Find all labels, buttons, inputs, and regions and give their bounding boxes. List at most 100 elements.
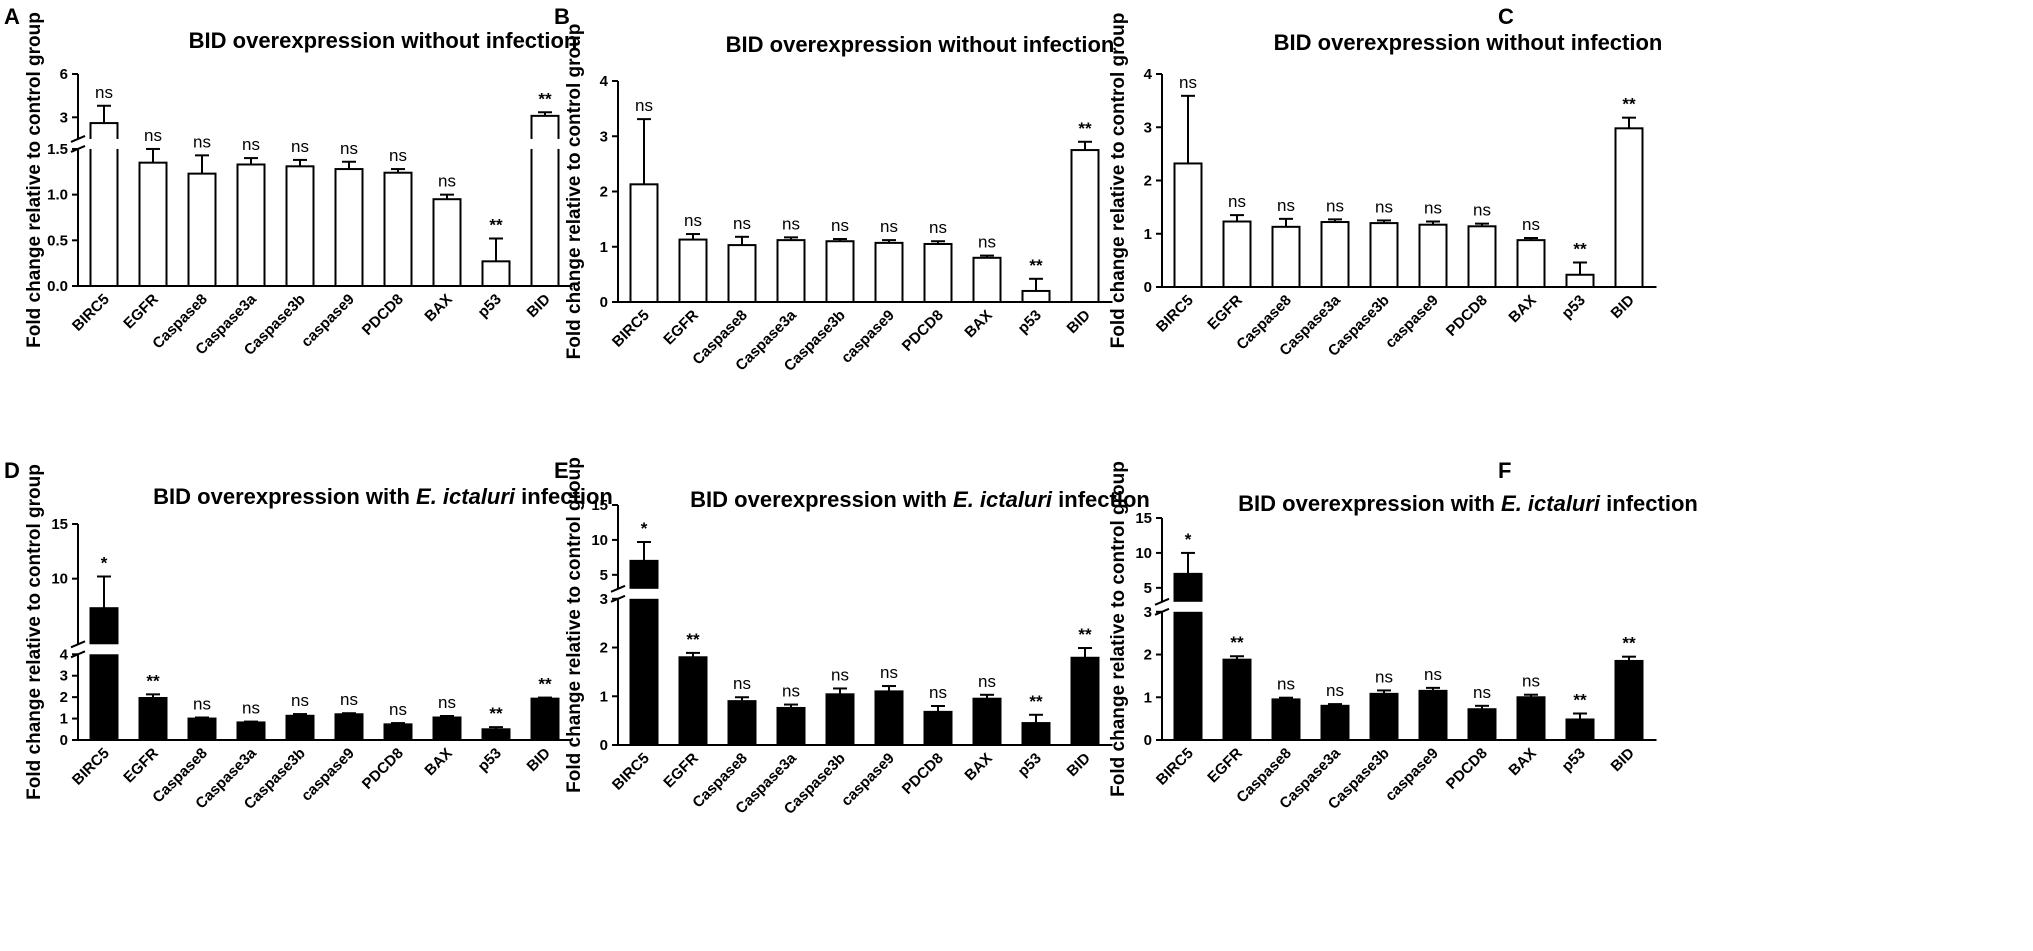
bar-pdcd8	[1467, 708, 1497, 741]
bar-caspase3a	[236, 721, 266, 742]
significance-label: *	[101, 553, 108, 572]
significance-label: ns	[1375, 667, 1393, 686]
x-tick-label: BID	[1608, 292, 1638, 322]
x-tick-label: EGFR	[1204, 292, 1246, 334]
bar-bax	[432, 198, 462, 287]
chart-panel-b: B BID overexpression without infection Fol…	[554, 4, 1114, 375]
significance-label: **	[489, 215, 503, 234]
y-tick-label: 0	[600, 294, 608, 311]
x-tick-label: BID	[1064, 750, 1094, 780]
bar-birc5	[1173, 162, 1203, 289]
bar-bid	[1614, 659, 1644, 742]
bar-bax	[1516, 696, 1546, 741]
significance-label: ns	[193, 694, 211, 713]
x-tick-label: p53	[475, 291, 505, 321]
bar-p53	[1565, 718, 1595, 741]
significance-label: ns	[1473, 201, 1491, 220]
significance-label: ns	[929, 683, 947, 702]
bar-caspase3b	[825, 693, 855, 746]
significance-label: ns	[1326, 196, 1344, 215]
bar-caspase3a	[1320, 221, 1350, 288]
y-tick-label: 5	[600, 567, 608, 584]
significance-label: ns	[95, 83, 113, 102]
bar-birc5	[1173, 572, 1203, 741]
significance-label: ns	[1424, 665, 1442, 684]
y-tick-label: 15	[51, 516, 68, 533]
bar-caspase3a	[1320, 704, 1350, 742]
significance-label: ns	[635, 96, 653, 115]
bar-bax	[432, 716, 462, 741]
bar-bax	[972, 256, 1002, 303]
significance-label: ns	[242, 135, 260, 154]
y-axis-label: Fold change relative to control group	[564, 457, 585, 793]
bar-break-gap	[628, 588, 660, 599]
significance-label: ns	[880, 217, 898, 236]
significance-label: **	[1622, 634, 1636, 653]
significance-label: **	[686, 630, 700, 649]
significance-label: ns	[782, 214, 800, 233]
significance-label: **	[538, 89, 552, 108]
bar-p53	[481, 260, 511, 287]
significance-label: ns	[733, 674, 751, 693]
bar-caspase3b	[1369, 222, 1399, 289]
y-tick-label: 3	[600, 128, 608, 145]
significance-label: *	[641, 519, 648, 538]
y-tick-label: 1	[1144, 689, 1152, 706]
significance-label: ns	[831, 665, 849, 684]
bar-caspase9	[334, 168, 364, 288]
bar-egfr	[678, 238, 708, 304]
y-tick-label: 15	[1135, 510, 1152, 527]
y-tick-label: 10	[51, 571, 68, 588]
significance-label: **	[1573, 240, 1587, 259]
x-tick-label: PDCD8	[1443, 292, 1491, 340]
bar-pdcd8	[923, 242, 953, 304]
x-tick-label: p53	[1559, 292, 1589, 322]
chart-title: BID overexpression with E. ictaluri infe…	[690, 487, 1150, 512]
significance-label: **	[538, 675, 552, 694]
significance-label: **	[1029, 256, 1043, 275]
bar-pdcd8	[383, 723, 413, 741]
bar-bid	[1614, 127, 1644, 288]
significance-label: ns	[1326, 681, 1344, 700]
chart-title: BID overexpression without infection	[189, 28, 578, 53]
bar-birc5	[629, 559, 659, 746]
bar-caspase3b	[285, 714, 315, 742]
significance-label: ns	[733, 214, 751, 233]
x-tick-label: p53	[1559, 745, 1589, 775]
y-tick-label: 0	[1144, 279, 1152, 296]
bar-break-gap	[88, 644, 120, 655]
x-tick-label: BIRC5	[69, 745, 113, 789]
bar-caspase8	[1271, 698, 1301, 741]
x-tick-label: BIRC5	[69, 291, 113, 335]
x-tick-label: PDCD8	[899, 750, 947, 798]
significance-label: **	[1622, 95, 1636, 114]
axis-break-mark	[1154, 597, 1170, 606]
y-tick-label: 3	[60, 668, 68, 685]
chart-title: BID overexpression without infection	[1274, 30, 1663, 55]
y-tick-label: 4	[1144, 66, 1153, 83]
bar-caspase8	[1271, 225, 1301, 288]
significance-label: ns	[1473, 683, 1491, 702]
bar-egfr	[1222, 220, 1252, 288]
bar-caspase3a	[776, 239, 806, 303]
y-tick-label: 1.0	[47, 187, 68, 204]
bar-caspase9	[1418, 689, 1448, 742]
panel-letter: A	[4, 4, 20, 29]
x-tick-label: BID	[1608, 745, 1638, 775]
x-tick-label: caspase9	[298, 745, 358, 805]
y-tick-label: 3	[60, 109, 68, 126]
bar-p53	[1565, 273, 1595, 289]
significance-label: ns	[1277, 196, 1295, 215]
significance-label: ns	[684, 211, 702, 230]
bar-caspase9	[874, 690, 904, 746]
bar-birc5	[629, 183, 659, 304]
significance-label: **	[1029, 692, 1043, 711]
x-tick-label: p53	[1015, 307, 1045, 337]
x-tick-label: BAX	[1505, 292, 1539, 326]
y-tick-label: 3	[1144, 604, 1152, 621]
significance-label: ns	[291, 137, 309, 156]
x-tick-label: PDCD8	[359, 291, 407, 339]
chart-panel-f: F BID overexpression with E. ictaluri inf…	[1108, 458, 1698, 813]
